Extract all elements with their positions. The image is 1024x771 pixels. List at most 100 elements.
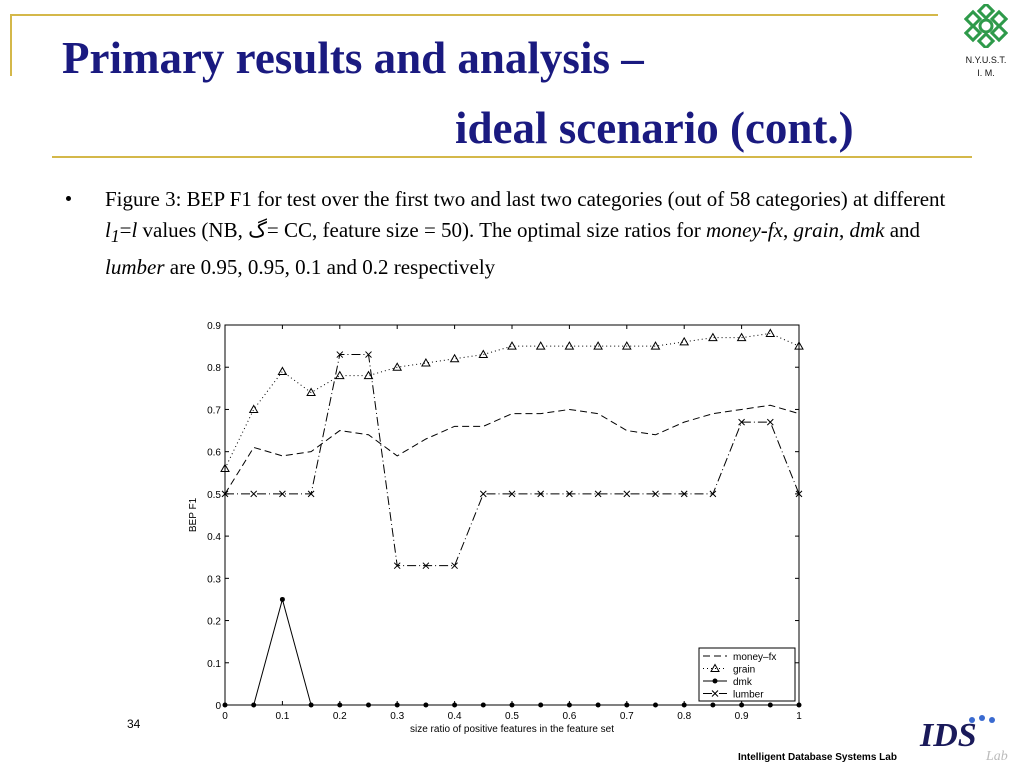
data-point-dmk bbox=[767, 702, 773, 708]
bullet-l: l bbox=[131, 218, 138, 242]
data-point-dmk bbox=[653, 702, 658, 708]
university-logo: N.Y.U.S.T. I. M. bbox=[953, 1, 1019, 79]
x-tick-label: 0.8 bbox=[677, 711, 691, 722]
data-point-grain bbox=[449, 353, 460, 363]
category-money-fx: money-fx bbox=[706, 218, 783, 242]
x-tick-label: 0.9 bbox=[735, 711, 749, 722]
data-point-lumber bbox=[766, 418, 774, 426]
logo-text-line2: I. M. bbox=[977, 68, 995, 78]
data-point-grain bbox=[708, 332, 718, 342]
logo-text-line1: N.Y.U.S.T. bbox=[965, 55, 1007, 65]
data-point-dmk bbox=[739, 702, 745, 708]
y-tick-label: 0.6 bbox=[207, 448, 221, 459]
data-point-grain bbox=[306, 387, 316, 397]
data-point-dmk bbox=[595, 702, 601, 708]
bullet-text: Figure 3: BEP F1 for test over the first… bbox=[105, 184, 965, 283]
data-point-grain bbox=[220, 463, 230, 473]
legend-label-money-fx: money–fx bbox=[733, 652, 776, 663]
chart-svg: 0 0.1 0.2 0.3 0.4 0.5 0.6 0.7 0.8 0.9 1 0 0.1 0.2 0.3 0… bbox=[188, 321, 804, 735]
y-tick-label: 0.9 bbox=[207, 321, 221, 332]
data-point-dmk bbox=[423, 702, 429, 708]
data-point-dmk bbox=[624, 702, 630, 708]
data-point-dmk bbox=[308, 702, 314, 708]
bullet-and: and bbox=[884, 218, 921, 242]
title-underline bbox=[52, 156, 972, 158]
bullet-mid: values (NB, bbox=[137, 218, 249, 242]
data-point-lumber bbox=[279, 490, 286, 498]
data-point-dmk bbox=[452, 702, 458, 708]
data-point-dmk bbox=[480, 702, 486, 708]
data-point-dmk bbox=[394, 702, 400, 708]
series-line-lumber bbox=[225, 354, 800, 567]
bullet-dot bbox=[66, 196, 71, 201]
data-point-grain bbox=[248, 404, 259, 413]
ids-lab-logo: IDS Lab bbox=[912, 710, 1022, 766]
data-point-lumber bbox=[795, 490, 803, 498]
data-point-grain bbox=[736, 332, 747, 342]
slide-title-line2: ideal scenario (cont.) bbox=[455, 103, 854, 153]
x-tick-label: 1 bbox=[796, 711, 802, 722]
frame-left-rule bbox=[10, 14, 12, 76]
data-point-dmk bbox=[566, 702, 572, 708]
bullet-pre: Figure 3: BEP F1 for test over the first… bbox=[105, 187, 946, 211]
data-point-grain bbox=[507, 341, 517, 350]
data-point-dmk bbox=[366, 702, 371, 708]
data-point-lumber bbox=[365, 351, 372, 358]
legend-label-dmk: dmk bbox=[733, 677, 753, 688]
data-point-grain bbox=[334, 370, 345, 380]
category-lumber: lumber bbox=[105, 255, 165, 280]
data-point-grain bbox=[421, 357, 431, 367]
data-point-lumber bbox=[680, 490, 688, 498]
legend-label-grain: grain bbox=[733, 665, 755, 676]
ids-logo-text: IDS bbox=[919, 717, 977, 754]
bullet-post: = CC, feature size = 50). The optimal si… bbox=[266, 218, 706, 242]
x-tick-label: 0.2 bbox=[333, 711, 347, 722]
y-tick-label: 0.8 bbox=[207, 363, 221, 374]
y-tick-label: 0 bbox=[215, 701, 221, 712]
x-tick-label: 0 bbox=[222, 711, 228, 722]
series-line-grain bbox=[224, 332, 800, 469]
legend-marker-lumber bbox=[711, 690, 719, 697]
data-point-dmk bbox=[279, 596, 285, 602]
x-tick-label: 0.6 bbox=[562, 711, 576, 722]
frame-top-rule bbox=[10, 14, 938, 16]
data-point-dmk bbox=[337, 702, 343, 708]
data-point-dmk bbox=[681, 702, 687, 708]
data-point-grain bbox=[650, 341, 661, 350]
data-point-lumber bbox=[594, 490, 602, 498]
logo-dot-icon bbox=[979, 715, 985, 721]
data-point-lumber bbox=[451, 562, 458, 570]
data-point-dmk bbox=[222, 702, 228, 708]
data-point-lumber bbox=[652, 490, 659, 498]
data-point-grain bbox=[363, 370, 374, 380]
data-point-dmk bbox=[251, 702, 257, 708]
data-point-grain bbox=[535, 341, 546, 350]
bep-f1-chart: 0 0.1 0.2 0.3 0.4 0.5 0.6 0.7 0.8 0.9 1 0 0.1 0.2 0.3 0… bbox=[180, 316, 810, 740]
data-point-lumber bbox=[336, 351, 344, 358]
x-tick-label: 0.3 bbox=[390, 711, 404, 722]
category-grain: grain bbox=[793, 218, 839, 242]
legend-marker-dmk bbox=[712, 678, 718, 684]
bullet-eq: = bbox=[119, 218, 132, 242]
data-point-lumber bbox=[422, 562, 430, 570]
data-point-lumber bbox=[537, 490, 545, 498]
legend-marker-grain bbox=[710, 663, 720, 672]
data-point-grain bbox=[679, 336, 690, 346]
data-point-lumber bbox=[307, 490, 315, 498]
slide-title-line1: Primary results and analysis – bbox=[62, 33, 644, 83]
data-point-lumber bbox=[623, 490, 631, 498]
series-line-money-fx bbox=[224, 404, 800, 495]
footer-lab-name: Intelligent Database Systems Lab bbox=[738, 752, 897, 763]
legend-label-lumber: lumber bbox=[733, 690, 764, 701]
ids-logo-icon: IDS Lab bbox=[919, 715, 1008, 764]
data-point-dmk bbox=[538, 702, 544, 708]
bullet-sep1: , bbox=[782, 218, 794, 242]
logo-dot-icon bbox=[989, 717, 995, 723]
data-point-lumber bbox=[566, 490, 573, 498]
y-tick-label: 0.2 bbox=[207, 617, 221, 628]
x-axis-label: size ratio of positive features in the f… bbox=[410, 724, 614, 735]
x-tick-label: 0.4 bbox=[448, 711, 462, 722]
bullet-l1: l bbox=[105, 218, 111, 242]
data-point-dmk bbox=[796, 702, 802, 708]
data-point-dmk bbox=[509, 702, 515, 708]
